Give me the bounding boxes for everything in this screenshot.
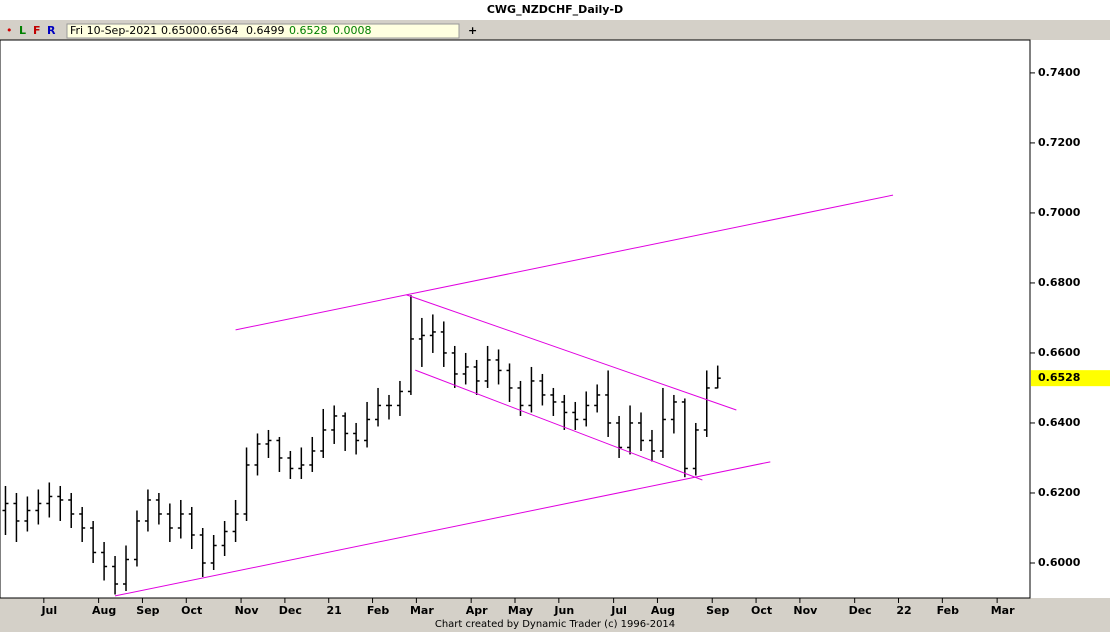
y-tick-label: 0.7200: [1038, 136, 1081, 149]
x-tick-label: Oct: [751, 604, 772, 617]
x-tick-label: Oct: [181, 604, 202, 617]
x-tick-label: Nov: [235, 604, 260, 617]
trend-line: [406, 294, 737, 411]
x-tick-label: Feb: [937, 604, 960, 617]
y-tick-label: 0.7400: [1038, 66, 1081, 79]
x-tick-label: 22: [896, 604, 911, 617]
footer: Chart created by Dynamic Trader (c) 1996…: [435, 619, 675, 630]
y-axis-area: [1030, 40, 1110, 598]
x-tick-label: Feb: [367, 604, 390, 617]
x-tick-label: Sep: [706, 604, 729, 617]
trend-line: [114, 461, 771, 597]
y-tick-label: 0.6800: [1038, 276, 1081, 289]
x-tick-label: Mar: [991, 604, 1015, 617]
x-tick-label: Apr: [466, 604, 488, 617]
x-tick-label: Mar: [410, 604, 434, 617]
x-tick-label: May: [508, 604, 533, 617]
x-tick-label: Sep: [136, 604, 159, 617]
info-high: 0.6564: [200, 24, 239, 37]
x-tick-label: Nov: [793, 604, 818, 617]
y-tick-label: 0.6000: [1038, 556, 1081, 569]
y-tick-label: 0.6200: [1038, 486, 1081, 499]
last-price-box: [1031, 370, 1110, 387]
y-tick-label: 0.7000: [1038, 206, 1081, 219]
toolbar-button[interactable]: R: [47, 24, 56, 37]
chart-title: CWG_NZDCHF_Daily-D: [487, 3, 623, 16]
info-open: 0.6500: [161, 24, 200, 37]
x-tick-label: Jul: [610, 604, 627, 617]
title-bar: [0, 0, 1110, 20]
x-tick-label: Aug: [651, 604, 675, 617]
x-tick-label: Jul: [40, 604, 57, 617]
trend-line: [235, 194, 894, 331]
y-tick-label: 0.6600: [1038, 346, 1081, 359]
info-box: [66, 23, 460, 39]
info-change: 0.0008: [333, 24, 372, 37]
add-button[interactable]: +: [468, 24, 477, 37]
y-tick-label: 0.6400: [1038, 416, 1081, 429]
info-low: 0.6499: [246, 24, 285, 37]
info-close: 0.6528: [289, 24, 328, 37]
x-tick-label: Dec: [279, 604, 302, 617]
toolbar-button[interactable]: F: [33, 24, 41, 37]
x-tick-label: Aug: [92, 604, 116, 617]
info-date: Fri 10-Sep-2021: [70, 24, 157, 37]
status-dot: •: [6, 24, 13, 37]
last-price-label: 0.6528: [1038, 371, 1080, 384]
x-tick-label: Dec: [849, 604, 872, 617]
trend-line: [415, 369, 703, 481]
x-tick-label: 21: [327, 604, 342, 617]
toolbar-button[interactable]: L: [19, 24, 26, 37]
x-tick-label: Jun: [553, 604, 574, 617]
